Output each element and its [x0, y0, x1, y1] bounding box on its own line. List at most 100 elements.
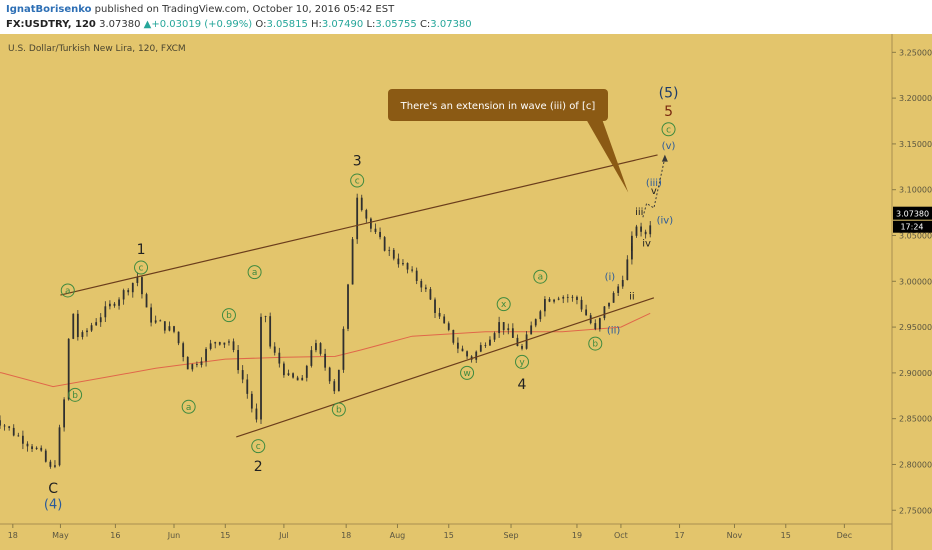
candle-body: [438, 312, 441, 317]
last-price: 3.07380: [99, 19, 141, 30]
x-tick-label: 18: [341, 531, 351, 540]
wave-label-circle: [331, 402, 346, 417]
candle-body: [315, 343, 317, 351]
change-arrow-icon: ▲: [143, 19, 152, 30]
x-tick-label: Dec: [837, 531, 852, 540]
candle-body: [141, 277, 143, 295]
candle-body: [365, 210, 368, 219]
candle-body: [342, 328, 345, 370]
candle-body: [548, 299, 551, 302]
candle-body: [31, 446, 33, 449]
author-name[interactable]: IgnatBorisenko: [6, 4, 92, 15]
candle-body: [228, 341, 230, 343]
wave-label-circle: [350, 173, 365, 188]
annotation-bubble[interactable]: [388, 89, 608, 121]
wave-label: i: [631, 243, 634, 254]
wave-label: c: [666, 125, 671, 135]
close-value: 3.07380: [430, 19, 472, 30]
candle-body: [168, 326, 171, 331]
candle-body: [644, 231, 647, 235]
wave-label: (iv): [657, 215, 674, 226]
candle-body: [411, 269, 414, 271]
wave-label: (ii): [607, 325, 620, 336]
candle-body: [108, 303, 111, 307]
candle-body: [479, 345, 482, 352]
candle-body: [580, 299, 583, 310]
time-axis[interactable]: [0, 524, 892, 550]
wave-label: iii: [635, 207, 643, 218]
wave-label: a: [186, 403, 192, 413]
candle-body: [502, 322, 505, 331]
candle-body: [525, 334, 528, 349]
candle-body: [530, 325, 533, 335]
candle-body: [76, 313, 79, 338]
candle-body: [415, 270, 418, 281]
candle-body: [626, 259, 629, 280]
candle-body: [35, 447, 38, 449]
symbol-label: FX:USDTRY, 120: [6, 19, 96, 30]
candle-body: [305, 365, 308, 378]
price-change: +0.03019 (+0.99%): [151, 19, 253, 30]
candle-body: [557, 298, 560, 300]
candle-body: [402, 263, 404, 265]
wave-label: b: [72, 391, 78, 401]
candle-body: [388, 249, 391, 251]
annotation-text: There's an extension in wave (iii) of [c…: [400, 101, 596, 112]
candle-body: [99, 317, 102, 323]
candle-body: [232, 341, 235, 350]
price-chart[interactable]: U.S. Dollar/Turkish New Lira, 120, FXCM …: [0, 34, 932, 550]
candle-body: [475, 351, 478, 360]
candle-body: [484, 345, 487, 346]
candle-body: [319, 343, 322, 354]
candle-body: [223, 342, 226, 345]
x-tick-label: Oct: [614, 531, 628, 540]
y-tick-label: 2.80000: [899, 460, 932, 469]
candle-body: [603, 306, 606, 319]
candle-body: [86, 330, 88, 333]
moving-average-line: [0, 312, 651, 388]
x-tick-label: Nov: [727, 531, 743, 540]
candle-body: [131, 282, 134, 293]
candle-body: [21, 435, 24, 444]
wave-label: 4: [518, 377, 527, 393]
candle-body: [58, 427, 61, 466]
candle-body: [617, 286, 620, 293]
high-value: 3.07490: [321, 19, 364, 30]
wave-label: iv: [642, 238, 651, 249]
candle-body: [278, 352, 281, 364]
wave-label-circle: [247, 265, 262, 280]
candle-body: [534, 319, 537, 326]
candle-body: [594, 323, 597, 330]
candle-body: [383, 237, 386, 251]
wave-label: c: [139, 264, 144, 274]
candle-body: [49, 461, 52, 467]
candle-body: [562, 296, 565, 299]
candle-body: [397, 258, 400, 265]
wave-label: C: [48, 481, 58, 497]
wave-label-circle: [460, 365, 475, 380]
wave-label: (5): [659, 86, 679, 102]
candle-body: [118, 299, 120, 306]
high-label: H:: [311, 19, 322, 30]
wave-label: 3: [353, 153, 362, 169]
candle-body: [127, 290, 130, 293]
price-axis[interactable]: [892, 34, 932, 550]
wave-label: b: [226, 311, 232, 321]
wave-label-circle: [68, 387, 83, 402]
upper-channel-line[interactable]: [60, 154, 658, 296]
projection-arrow-icon: [661, 154, 668, 162]
candle-body: [145, 294, 148, 308]
wave-label: a: [252, 268, 258, 278]
lower-channel-line[interactable]: [236, 297, 655, 438]
candle-body: [296, 377, 299, 381]
candle-body: [154, 320, 157, 323]
candle-body: [63, 399, 66, 428]
projection-group: [642, 154, 668, 218]
candle-body: [255, 408, 258, 420]
projection-path: [642, 157, 666, 218]
candle-body: [612, 292, 615, 303]
candle-body: [136, 277, 139, 283]
wave-labels-group: C(4)abc1abac2bc3wxay4b(i)(ii)iiiiiiivv(i…: [44, 86, 679, 513]
candle-body: [0, 420, 1, 426]
x-tick-label: 15: [781, 531, 791, 540]
